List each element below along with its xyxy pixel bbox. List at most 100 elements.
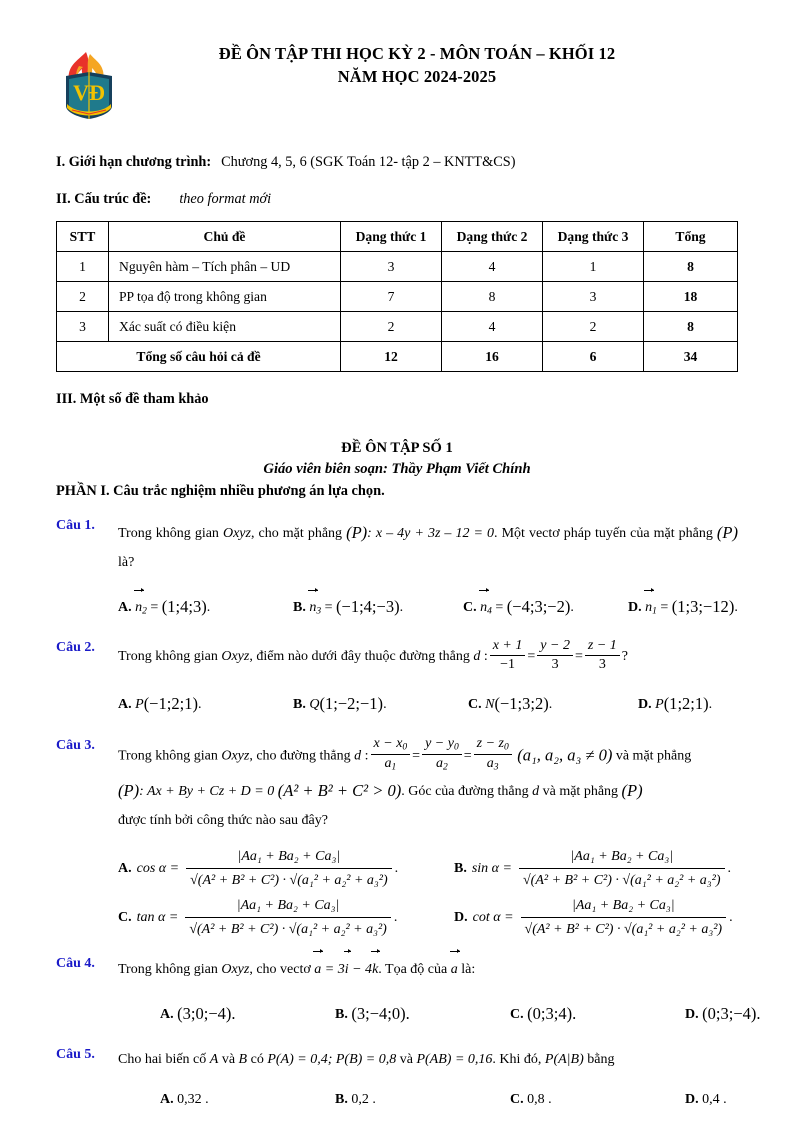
option-c[interactable]: C. tan α = |Aa₁ + Ba₂ + Ca₃| √(A² + B² +…: [118, 897, 398, 938]
question-2-stem: Trong không gian Oxyz, điểm nào dưới đây…: [118, 638, 628, 673]
q3-option-row-2: C. tan α = |Aa₁ + Ba₂ + Ca₃| √(A² + B² +…: [118, 897, 738, 938]
option-a-letter: A.: [118, 697, 132, 713]
question-1-label: Câu 1.: [56, 518, 95, 534]
th-d3: Dạng thức 3: [542, 221, 644, 253]
option-d[interactable]: D. n1 = (1;3;−12).: [628, 587, 738, 622]
option-d-point: P: [655, 697, 664, 713]
option-a[interactable]: A. (3;0;−4).: [160, 998, 335, 1029]
q1-coordinate-system: Oxyz: [222, 526, 251, 542]
q3-frac3-num: z − z0: [474, 736, 512, 755]
section-limit-value: Chương 4, 5, 6 (SGK Toán 12- tập 2 – KNT…: [221, 154, 516, 170]
option-a-letter: A.: [118, 599, 132, 615]
option-c-value: (−4;3;−2): [506, 596, 571, 616]
q3-f1d: a: [384, 756, 392, 772]
cell-summary-d1: 12: [340, 341, 442, 373]
option-b[interactable]: B. Q(1;−2;−1).: [293, 694, 387, 714]
option-c[interactable]: C. n4 = (−4;3;−2).: [463, 587, 628, 622]
option-d-letter: D.: [638, 697, 652, 713]
option-c[interactable]: C. 0,8 .: [510, 1087, 685, 1114]
option-b[interactable]: B. 0,2 .: [335, 1087, 510, 1114]
section-structure-value: theo format mới: [179, 190, 272, 207]
page-title-line2: NĂM HỌC 2024-2025: [337, 67, 497, 87]
q3-fraction-2: y − y0 a2: [422, 736, 462, 774]
q2-frac3-den: 3: [584, 655, 620, 673]
q1-stem-post: . Một vectơ pháp tuyến của mặt phẳng: [494, 526, 717, 542]
th-total: Tổng: [643, 221, 738, 253]
q5-stem-end: bằng: [583, 1051, 615, 1067]
option-c[interactable]: C. N(−1;3;2).: [468, 694, 553, 714]
th-d2: Dạng thức 2: [441, 221, 543, 253]
structure-table: STT Chủ đề Dạng thức 1 Dạng thức 2 Dạng …: [56, 221, 738, 373]
cell-total: 18: [643, 281, 738, 313]
question-1-stem: Trong không gian Oxyz, cho mặt phẳng (P)…: [118, 517, 738, 577]
q3-f3ds: 3: [493, 762, 499, 773]
q3-option-row-1: A. cos α = |Aa₁ + Ba₂ + Ca₃| √(A² + B² +…: [118, 848, 738, 889]
q4-stem-end: là:: [457, 962, 476, 978]
q4-vector-i: i: [343, 949, 351, 983]
question-5-options: A. 0,32 . B. 0,2 . C. 0,8 . D. 0,4 .: [118, 1087, 738, 1114]
school-emblem-icon: VĐ: [56, 42, 126, 122]
option-b-vector: n: [308, 587, 319, 622]
question-3: Câu 3. Trong không gian Oxyz, cho đường …: [0, 736, 794, 939]
option-b-numerator: |Aa₁ + Ba₂ + Ca₃|: [570, 849, 674, 865]
q2-frac2-den: 3: [537, 655, 573, 673]
q3-f1n: x − x: [373, 735, 403, 751]
q5-stem-co: có: [247, 1051, 268, 1067]
q5-event-b: B: [238, 1051, 248, 1067]
q3-frac2-num: y − y0: [422, 736, 462, 755]
q5-event-a: A: [209, 1051, 219, 1067]
q3-stem-l2end: và mặt phẳng: [539, 783, 622, 799]
q4-vec-eq: = 3: [321, 962, 345, 978]
cell-d2: 4: [441, 311, 543, 343]
option-a[interactable]: A. 0,32 .: [160, 1087, 335, 1114]
document-header: VĐ ĐỀ ÔN TẬP THI HỌC KỲ 2 - MÔN TOÁN – K…: [0, 0, 794, 122]
option-d-numerator: |Aa₁ + Ba₂ + Ca₃|: [571, 898, 675, 914]
option-a-formula: |Aa₁ + Ba₂ + Ca₃| √(A² + B² + C²) · √(a₁…: [186, 848, 392, 889]
option-a[interactable]: A. cos α = |Aa₁ + Ba₂ + Ca₃| √(A² + B² +…: [118, 848, 399, 889]
question-3-options: A. cos α = |Aa₁ + Ba₂ + Ca₃| √(A² + B² +…: [118, 848, 738, 938]
option-c-formula: |Aa₁ + Ba₂ + Ca₃| √(A² + B² + C²) · √(a₁…: [185, 897, 391, 938]
option-d[interactable]: D. (0;3;−4).: [685, 998, 761, 1029]
q1-stem-pre: Trong không gian: [118, 526, 223, 542]
option-d-letter: D.: [685, 1006, 699, 1022]
title-block: ĐỀ ÔN TẬP THI HỌC KỲ 2 - MÔN TOÁN – KHỐI…: [126, 42, 738, 89]
option-a-function: cos α =: [136, 860, 180, 876]
option-a-letter: A.: [160, 1092, 174, 1108]
q3-frac1-num: x − x0: [371, 736, 411, 755]
option-a-point: P: [135, 697, 144, 713]
question-5-label: Câu 5.: [56, 1046, 95, 1062]
section-structure-label: II. Cấu trúc đề:: [56, 190, 152, 207]
option-d-letter: D.: [685, 1092, 699, 1108]
option-b[interactable]: B. (3;−4;0).: [335, 998, 510, 1029]
table-summary-row: Tổng số câu hỏi cả đề 12 16 6 34: [56, 341, 738, 373]
option-b-sub: 3: [316, 606, 322, 617]
option-c-value: 0,8 .: [527, 1092, 552, 1108]
option-b[interactable]: B. n3 = (−1;4;−3).: [293, 587, 463, 622]
option-d[interactable]: D. 0,4 .: [685, 1087, 738, 1114]
option-c[interactable]: C. (0;3;4).: [510, 998, 685, 1029]
option-d-value: (1;3;−12): [671, 596, 735, 616]
option-b[interactable]: B. sin α = |Aa₁ + Ba₂ + Ca₃| √(A² + B² +…: [454, 849, 732, 890]
section-limit-label: I. Giới hạn chương trình:: [56, 154, 212, 170]
cell-d1: 2: [340, 311, 442, 343]
option-a[interactable]: A. n2 = (1;4;3).: [118, 587, 293, 622]
table-header-row: STT Chủ đề Dạng thức 1 Dạng thức 2 Dạng …: [56, 221, 738, 253]
question-4-stem: Trong không gian Oxyz, cho vectơ a = 3i …: [118, 949, 761, 983]
cell-d3: 1: [542, 251, 644, 283]
option-b-denominator: √(A² + B² + C²) · √(a₁² + a₂² + a₃²): [518, 867, 725, 890]
q2-stem-mid: , điểm nào dưới đây thuộc đường thẳng: [249, 648, 474, 664]
option-a[interactable]: A. P(−1;2;1).: [118, 694, 202, 714]
cell-total: 8: [643, 311, 738, 343]
option-c-letter: C.: [468, 697, 482, 713]
option-d[interactable]: D. cot α = |Aa₁ + Ba₂ + Ca₃| √(A² + B² +…: [454, 898, 733, 937]
table-row: 2 PP tọa độ trong không gian 7 8 3 18: [56, 281, 738, 313]
cell-d2: 8: [441, 281, 543, 313]
option-d[interactable]: D. P(1;2;1).: [638, 694, 713, 714]
q3-plane-symbol: (P): [118, 780, 140, 800]
option-c-letter: C.: [510, 1092, 524, 1108]
option-b-point: Q: [309, 697, 320, 713]
q3-f2ns: 0: [453, 742, 459, 753]
q3-stem-mid: , cho đường thẳng: [249, 747, 355, 763]
q3-line-name-2: d: [532, 783, 540, 799]
q3-plane-equation: : Ax + By + Cz + D = 0: [139, 783, 275, 799]
